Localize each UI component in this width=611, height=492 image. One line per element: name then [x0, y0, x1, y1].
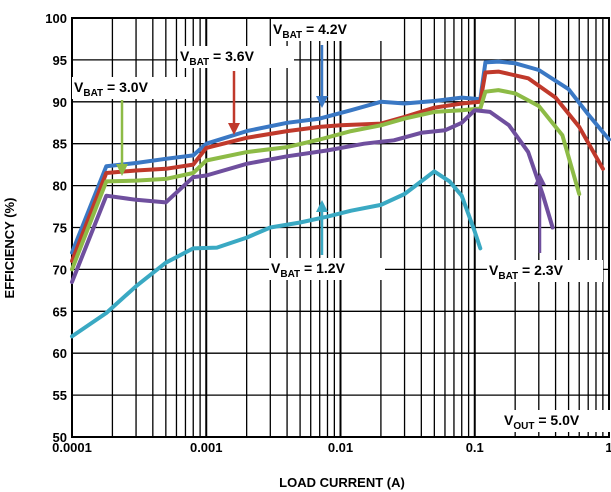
y-tick-label: 65 — [53, 304, 67, 319]
annotation-label: VBAT = 2.3V — [489, 262, 564, 282]
annotations: VBAT = 4.2V VBAT = 3.6V VBAT = 3.0V VBAT = … — [72, 19, 611, 432]
y-tick-label: 70 — [53, 262, 67, 277]
annotation-background — [502, 410, 611, 432]
annotation-label: VBAT = 4.2V — [273, 21, 348, 41]
series-lines — [70, 59, 611, 339]
x-tick-label: 0.1 — [466, 440, 484, 455]
annotation-label: VBAT = 3.0V — [74, 79, 149, 99]
y-axis-label: EFFICIENCY (%) — [2, 198, 17, 299]
x-tick-label: 0.0001 — [52, 440, 92, 455]
series-line — [70, 88, 582, 272]
y-tick-label: 60 — [53, 346, 67, 361]
annotation-label: VBAT = 1.2V — [271, 260, 346, 280]
annotation-background — [269, 258, 385, 280]
annotation-arrow-head — [228, 123, 240, 135]
series-line — [70, 108, 555, 284]
y-tick-label: 80 — [53, 179, 67, 194]
annotation-arrow-head — [316, 96, 328, 108]
x-tick-labels: 0.0001 0.001 0.01 0.1 1 — [52, 440, 611, 455]
x-tick-label: 1 — [605, 440, 611, 455]
series-line — [70, 169, 483, 339]
y-tick-label: 85 — [53, 137, 67, 152]
y-tick-label: 100 — [45, 11, 67, 26]
annotation-background — [178, 46, 294, 68]
annotation-arrow-head — [116, 164, 128, 176]
annotation-label: VOUT = 5.0V — [504, 412, 580, 432]
y-tick-label: 75 — [53, 221, 67, 236]
y-tick-label: 55 — [53, 388, 67, 403]
y-tick-labels: 50 55 60 65 70 75 80 85 90 95 100 — [45, 11, 67, 445]
annotation-arrows — [116, 45, 546, 255]
y-tick-label: 95 — [53, 53, 67, 68]
annotation-background — [271, 19, 387, 41]
x-tick-label: 0.001 — [190, 440, 223, 455]
series-line — [70, 69, 605, 263]
plot-frame — [71, 17, 610, 438]
annotation-label: VBAT = 3.6V — [180, 48, 255, 68]
annotation-arrow-head — [316, 200, 328, 212]
x-tick-label: 0.01 — [328, 440, 353, 455]
annotation-arrow-head — [534, 173, 546, 185]
x-axis-label: LOAD CURRENT (A) — [279, 475, 405, 490]
y-tick-label: 90 — [53, 95, 67, 110]
series-line — [70, 59, 611, 255]
annotation-background — [487, 260, 603, 282]
y-tick-label: 50 — [53, 430, 67, 445]
annotation-background — [72, 77, 188, 99]
